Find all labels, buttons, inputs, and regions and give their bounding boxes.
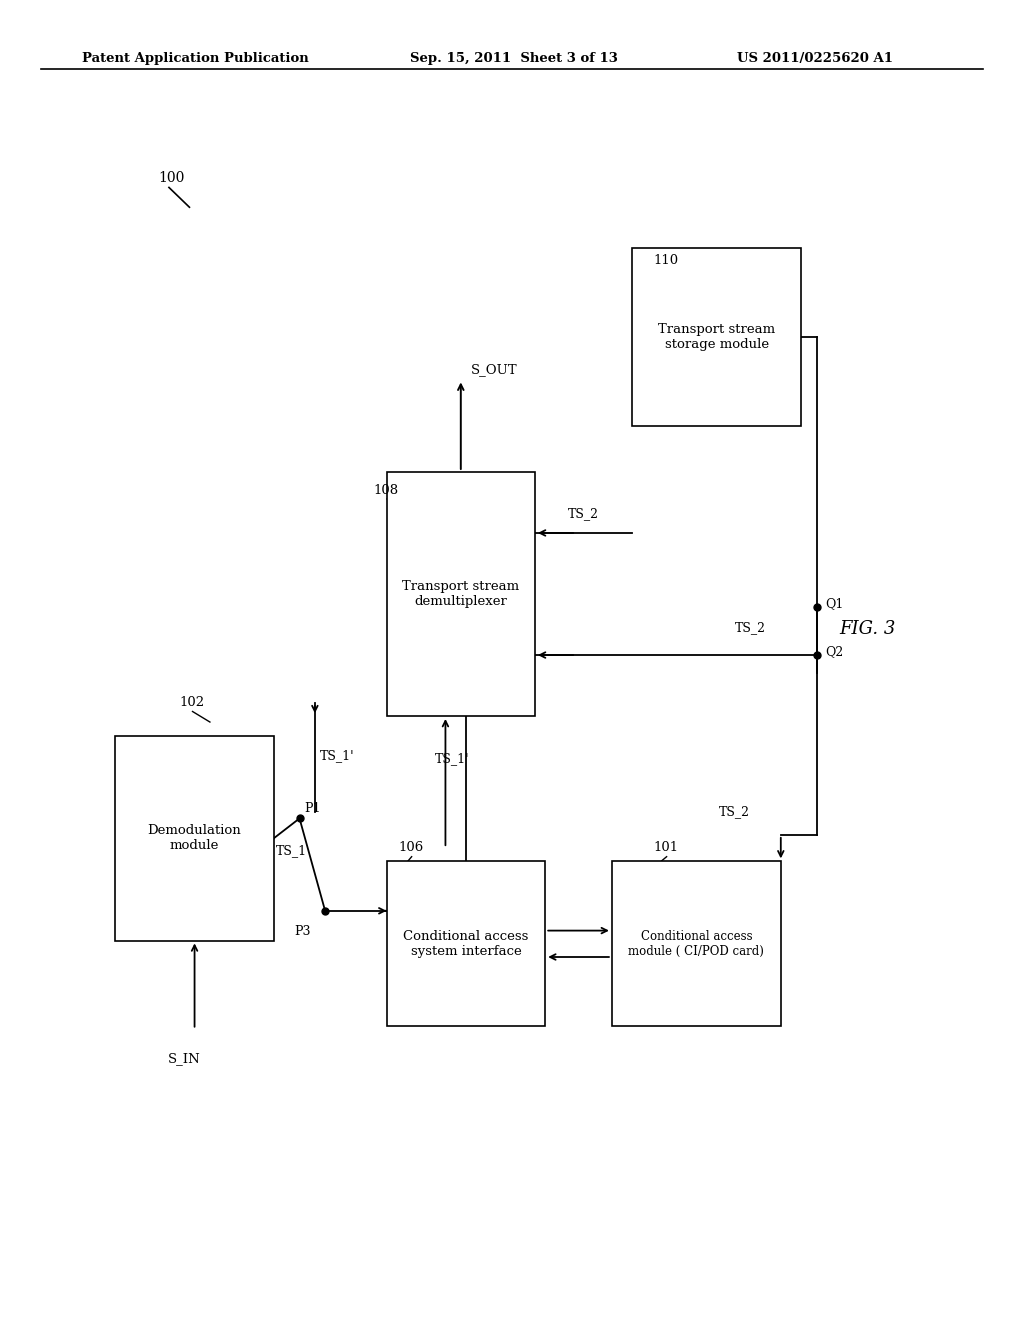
Text: Demodulation
module: Demodulation module bbox=[147, 824, 242, 853]
Text: 110: 110 bbox=[653, 253, 679, 267]
Text: FIG. 3: FIG. 3 bbox=[840, 619, 896, 638]
Text: S_IN: S_IN bbox=[168, 1052, 201, 1065]
FancyBboxPatch shape bbox=[632, 248, 801, 425]
Text: TS_2: TS_2 bbox=[720, 805, 751, 818]
Text: TS_2: TS_2 bbox=[568, 507, 599, 520]
Text: TS_1': TS_1' bbox=[321, 748, 354, 762]
Text: TS_2: TS_2 bbox=[735, 622, 766, 635]
FancyBboxPatch shape bbox=[612, 862, 781, 1027]
Text: US 2011/0225620 A1: US 2011/0225620 A1 bbox=[737, 51, 893, 65]
Text: Q2: Q2 bbox=[825, 645, 843, 659]
Text: 106: 106 bbox=[398, 841, 424, 854]
Text: S_OUT: S_OUT bbox=[471, 363, 518, 376]
Text: TS_1: TS_1 bbox=[276, 843, 307, 857]
Text: P1: P1 bbox=[305, 801, 322, 814]
Text: 102: 102 bbox=[179, 696, 205, 709]
FancyBboxPatch shape bbox=[387, 471, 535, 715]
Text: TS_1': TS_1' bbox=[435, 752, 470, 766]
FancyBboxPatch shape bbox=[115, 737, 274, 940]
Text: 101: 101 bbox=[653, 841, 679, 854]
Text: Transport stream
storage module: Transport stream storage module bbox=[658, 322, 775, 351]
Text: P3: P3 bbox=[295, 924, 311, 937]
FancyBboxPatch shape bbox=[387, 862, 545, 1027]
Text: 100: 100 bbox=[159, 172, 185, 185]
Text: Q1: Q1 bbox=[825, 597, 843, 610]
Text: 108: 108 bbox=[374, 483, 399, 496]
Text: Conditional access
module ( CI/POD card): Conditional access module ( CI/POD card) bbox=[629, 929, 764, 958]
Text: Patent Application Publication: Patent Application Publication bbox=[82, 51, 308, 65]
Text: Transport stream
demultiplexer: Transport stream demultiplexer bbox=[402, 579, 519, 609]
Text: Conditional access
system interface: Conditional access system interface bbox=[403, 929, 528, 958]
Text: Sep. 15, 2011  Sheet 3 of 13: Sep. 15, 2011 Sheet 3 of 13 bbox=[410, 51, 617, 65]
